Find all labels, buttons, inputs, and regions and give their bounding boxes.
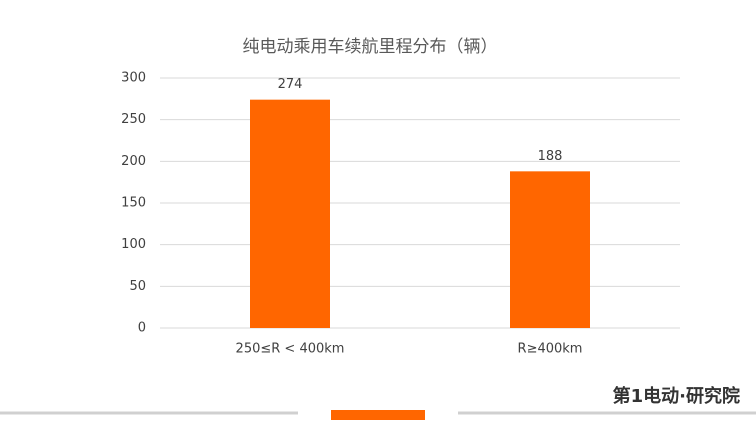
y-tick-label: 150 [121,196,146,211]
y-tick-label: 100 [121,237,146,252]
chart-title: 纯电动乘用车续航里程分布（辆） [243,37,498,57]
data-label: 274 [278,77,303,92]
footer-accent [331,410,425,420]
y-tick-label: 0 [138,321,146,336]
y-tick-label: 250 [121,112,146,127]
bar [250,99,330,329]
x-tick-label: R≥400km [518,342,583,357]
data-label: 188 [538,149,563,164]
y-tick-label: 300 [121,71,146,86]
y-tick-label: 50 [129,279,146,294]
y-tick-label: 200 [121,154,146,169]
bar [510,171,590,328]
logo: 第1电动·研究院 [613,385,740,407]
x-tick-label: 250≤R < 400km [236,342,345,357]
